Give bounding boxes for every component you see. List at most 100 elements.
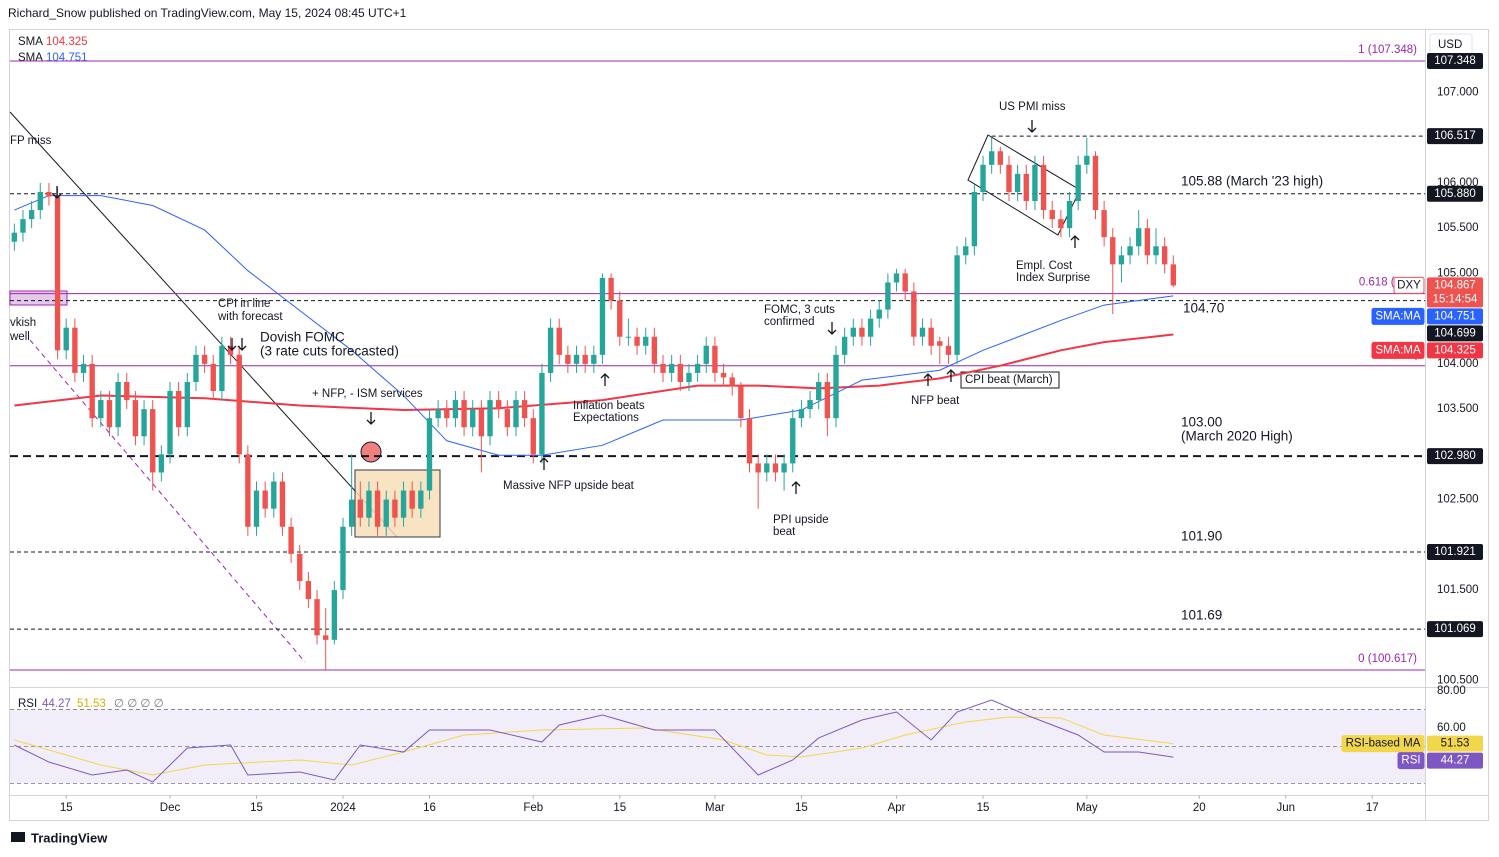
candle-body	[807, 400, 813, 410]
candle-body	[893, 273, 900, 283]
sma-line	[14, 333, 1174, 412]
event-circle	[360, 441, 382, 463]
candle-body	[470, 409, 476, 428]
y-tick-label: 100.500	[1437, 675, 1479, 687]
candle-body	[141, 409, 147, 437]
price-badge-label: 101.069	[1434, 623, 1476, 635]
candle-body	[54, 196, 61, 351]
y-tick-label: 103.500	[1437, 403, 1479, 415]
candle-body	[1032, 164, 1038, 202]
annotation: 101.69	[1181, 608, 1222, 623]
candle-body	[452, 400, 459, 419]
y-tick-label: 102.500	[1437, 494, 1479, 506]
price-badge	[1427, 752, 1483, 769]
candle-body	[651, 336, 658, 364]
annotation: (March 2020 High)	[1181, 429, 1293, 444]
candle-body	[245, 454, 251, 527]
price-badge	[1427, 128, 1483, 145]
candle-body	[1153, 246, 1159, 256]
price-badge	[1427, 325, 1483, 342]
candle-body	[963, 246, 969, 256]
annotation: 101.90	[1181, 529, 1222, 544]
candle-body	[1127, 246, 1133, 256]
y-tick-label: 105.000	[1437, 267, 1479, 279]
x-tick-label: Jun	[1276, 802, 1295, 814]
price-badge-label: 104.699	[1434, 327, 1476, 339]
arrow	[946, 369, 956, 382]
rsi-tick-label: 60.00	[1437, 722, 1466, 734]
price-badge-label: 102.980	[1434, 450, 1476, 462]
annotation: Expectations	[573, 412, 639, 424]
candle-body	[314, 599, 320, 636]
badge-name-box	[1371, 341, 1425, 359]
candle-body	[547, 327, 554, 373]
candle-body	[20, 219, 26, 233]
candle-body	[271, 481, 277, 509]
candle-body	[63, 327, 69, 351]
candle-body	[712, 345, 718, 373]
badge-name: SMA:MA	[1375, 344, 1421, 356]
candle-body	[720, 372, 727, 378]
candle-body	[1161, 246, 1168, 265]
rsi-legend-value: 44.27	[42, 698, 71, 710]
x-tick-label: 17	[1366, 802, 1379, 814]
candle-body	[591, 354, 597, 364]
candle-body	[539, 372, 545, 455]
logo	[11, 832, 25, 842]
candle-body	[755, 463, 761, 473]
y-tick-label: 107.000	[1437, 86, 1479, 98]
candle-body	[928, 327, 934, 346]
candle-body	[643, 336, 649, 346]
annotation: with forecast	[217, 311, 283, 323]
x-tick-label: 15	[613, 802, 626, 814]
y-tick-label: 104.000	[1437, 358, 1479, 370]
candle-body	[997, 151, 1004, 165]
price-badge	[1427, 342, 1483, 359]
candle-body	[478, 409, 485, 437]
candle-body	[98, 400, 104, 419]
annotation: CPI beat (March)	[965, 374, 1053, 386]
fib-label: 0 (100.617)	[1358, 653, 1417, 665]
candle-body	[703, 345, 709, 364]
candle-body	[824, 381, 831, 419]
candle-body	[37, 191, 43, 211]
x-tick-label: Apr	[888, 802, 906, 814]
rsi-legend-name: RSI	[18, 698, 37, 710]
candle-body	[686, 372, 692, 382]
candle-body	[1118, 255, 1125, 265]
annotation-box	[960, 371, 1060, 389]
candle-body	[565, 354, 571, 364]
trendline	[9, 111, 398, 538]
candle-body	[850, 327, 856, 337]
candle-body	[617, 300, 623, 337]
candle-body	[400, 490, 407, 518]
badge-name-box	[1341, 735, 1425, 753]
channel	[967, 134, 1081, 236]
arrow	[827, 322, 837, 335]
candle-body	[1101, 210, 1107, 238]
badge-name-box	[1393, 276, 1425, 294]
candle-body	[504, 409, 511, 428]
candle-body	[772, 463, 779, 473]
candle-body	[297, 553, 303, 582]
candle-body	[418, 490, 424, 509]
currency[interactable]: USD	[1438, 39, 1462, 51]
x-tick-label: Mar	[705, 802, 725, 814]
badge-name-box	[1397, 752, 1425, 770]
candle-body	[124, 381, 130, 401]
countdown: 15:14:54	[1433, 293, 1478, 305]
price-badge-label: 51.53	[1441, 738, 1470, 750]
candle-body	[867, 318, 874, 337]
candle-body	[1040, 164, 1047, 211]
candle-body	[729, 377, 735, 387]
candle-body	[530, 418, 536, 455]
candle-body	[885, 282, 891, 310]
candle-body	[876, 309, 882, 319]
price-badge	[1427, 52, 1483, 69]
badge-name: SMA:MA	[1375, 310, 1421, 322]
arrow	[539, 457, 549, 470]
sma-legend-name: SMA	[18, 36, 43, 48]
candle-body	[919, 327, 926, 337]
